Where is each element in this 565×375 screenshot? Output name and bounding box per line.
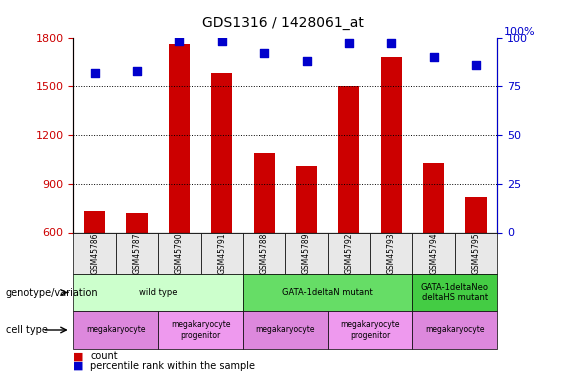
Point [90, 70, 99, 76]
Text: GSM45793: GSM45793 [387, 232, 396, 274]
Text: count: count [90, 351, 118, 361]
Bar [211, 73, 232, 232]
Text: megakaryocyte: megakaryocyte [255, 326, 315, 334]
Text: GATA-1deltaNeo
deltaHS mutant: GATA-1deltaNeo deltaHS mutant [421, 283, 489, 302]
Point [302, 58, 311, 64]
Text: megakaryocyte
progenitor: megakaryocyte progenitor [171, 320, 231, 340]
Text: GSM45787: GSM45787 [133, 232, 141, 274]
Text: ■: ■ [73, 361, 84, 370]
Bar [381, 57, 402, 232]
Point [386, 40, 396, 46]
Point [344, 40, 354, 46]
Text: GSM45789: GSM45789 [302, 232, 311, 274]
Bar [423, 163, 444, 232]
Text: megakaryocyte
progenitor: megakaryocyte progenitor [340, 320, 400, 340]
Point [217, 38, 226, 44]
Text: GSM45795: GSM45795 [472, 232, 480, 274]
Text: GSM45786: GSM45786 [90, 232, 99, 274]
Text: GSM45788: GSM45788 [260, 232, 268, 274]
Text: megakaryocyte: megakaryocyte [425, 326, 485, 334]
Bar [254, 153, 275, 232]
Point [471, 62, 480, 68]
Text: wild type: wild type [139, 288, 177, 297]
Text: percentile rank within the sample: percentile rank within the sample [90, 361, 255, 370]
Text: genotype/variation: genotype/variation [6, 288, 98, 297]
Text: cell type: cell type [6, 325, 47, 335]
Text: megakaryocyte: megakaryocyte [86, 326, 146, 334]
Bar [338, 86, 359, 232]
Text: 100%: 100% [504, 27, 536, 37]
Bar [169, 44, 190, 232]
Text: GSM45794: GSM45794 [429, 232, 438, 274]
Point [259, 50, 269, 56]
Bar [127, 213, 147, 232]
Text: GDS1316 / 1428061_at: GDS1316 / 1428061_at [202, 15, 363, 30]
Text: GSM45791: GSM45791 [218, 232, 226, 274]
Text: GSM45792: GSM45792 [345, 232, 353, 274]
Point [175, 38, 184, 44]
Bar [84, 211, 105, 232]
Text: GATA-1deltaN mutant: GATA-1deltaN mutant [282, 288, 373, 297]
Point [429, 54, 438, 60]
Bar [296, 166, 317, 232]
Text: ■: ■ [73, 351, 84, 361]
Bar [466, 197, 486, 232]
Point [132, 68, 141, 74]
Text: GSM45790: GSM45790 [175, 232, 184, 274]
